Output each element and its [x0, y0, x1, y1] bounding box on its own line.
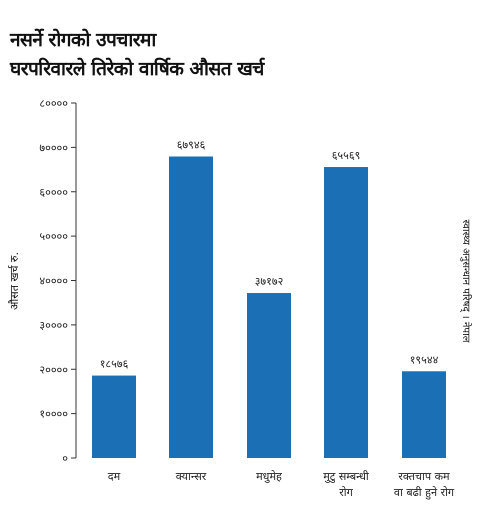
y-axis-ticks: ० १०००० २०००० ३०००० ४०००० ५०००० ६०००० ७०००० ८०००…: [39, 97, 76, 465]
y-tick-label: २००००: [39, 363, 68, 376]
y-tick-label: ०: [62, 452, 68, 465]
bar: [247, 293, 291, 458]
chart-title-line-2: घरपरिवारले तिरेको वार्षिक औसत खर्च: [10, 58, 264, 80]
category-label: दम: [108, 470, 121, 483]
y-axis-label: औसत खर्च रु.: [8, 252, 21, 310]
y-tick-label: ८००००: [39, 97, 68, 110]
bar-value-label: १८५७६: [100, 358, 129, 371]
y-tick-label: ५००००: [39, 230, 68, 243]
bar-value-label: १९५४४: [410, 353, 439, 366]
category-label: क्यान्सर: [176, 470, 207, 483]
bar: [402, 371, 446, 458]
category-label: मुटु सम्बन्धी: [323, 470, 369, 483]
category-label: मधुमेह: [256, 470, 282, 483]
bar-value-label: ६७९४६: [177, 138, 206, 151]
y-tick-label: ३००००: [39, 319, 68, 332]
bar: [92, 375, 136, 458]
category-label: रक्तचाप कम: [398, 470, 450, 483]
bar: [324, 167, 368, 458]
y-tick-label: ६००००: [39, 186, 68, 199]
y-tick-label: ४००००: [39, 275, 68, 288]
bar-value-label: ३७१७२: [255, 275, 284, 288]
y-tick-label: ७००००: [39, 141, 68, 154]
bar: [169, 156, 213, 458]
category-label: वा बढी हुने रोग: [394, 486, 455, 500]
bar-value-label: ६५५६९: [332, 149, 361, 162]
chart-title-line-1: नसर्ने रोगको उपचारमा: [10, 29, 156, 51]
x-axis-labels: दम क्यान्सर मधुमेह मुटु सम्बन्धी रोग रक्तचाप …: [108, 470, 455, 500]
y-tick-label: १००००: [39, 408, 68, 421]
category-label: रोग: [339, 486, 353, 499]
source-note: स्वास्थ्य अनुसन्धान परिषद् । नेपाल: [460, 220, 472, 343]
bars: १८५७६ ६७९४६ ३७१७२ ६५५६९ १९५४४: [92, 138, 446, 458]
